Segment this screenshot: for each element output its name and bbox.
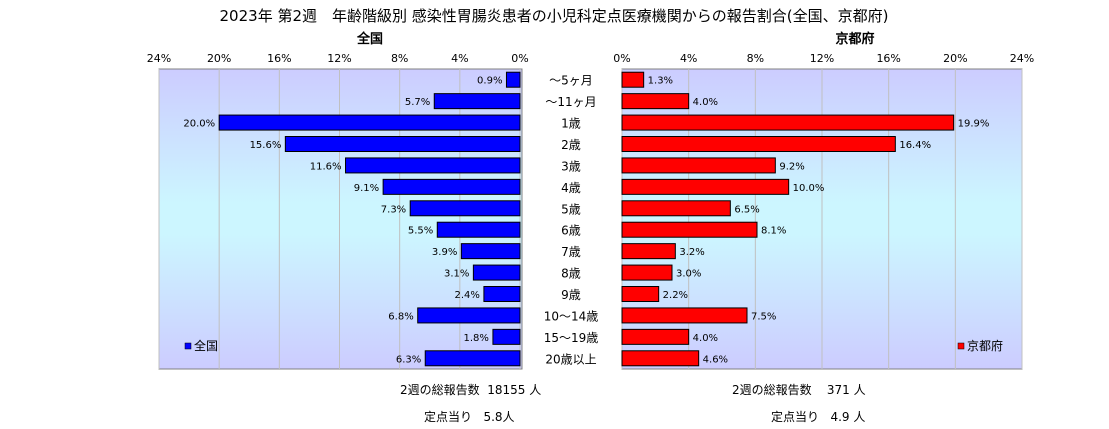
kyoto-bar bbox=[621, 114, 955, 131]
category-label: 6歳 bbox=[561, 224, 581, 238]
category-label: 15〜19歳 bbox=[544, 331, 599, 345]
kyoto-bar bbox=[621, 243, 676, 260]
national-bar bbox=[284, 136, 521, 152]
national-bar bbox=[409, 200, 521, 217]
kyoto-value-label: 3.0% bbox=[676, 269, 701, 280]
kyoto-tick-label: 24% bbox=[1010, 52, 1034, 65]
national-value-label: 6.8% bbox=[388, 311, 413, 322]
national-value-label: 1.8% bbox=[464, 333, 489, 344]
kyoto-value-label: 4.0% bbox=[693, 97, 718, 108]
kyoto-tick-label: 16% bbox=[876, 52, 900, 65]
kyoto-value-label: 16.4% bbox=[899, 140, 931, 151]
kyoto-panel-header: 京都府 bbox=[835, 31, 874, 47]
kyoto-bar bbox=[621, 307, 748, 324]
category-label: 2歳 bbox=[561, 138, 581, 152]
national-bar bbox=[433, 93, 521, 110]
category-label: 〜11ヶ月 bbox=[545, 95, 596, 109]
chart-title: 2023年 第2週 年齢階級別 感染性胃腸炎患者の小児科定点医療機関からの報告割… bbox=[220, 7, 889, 25]
kyoto-bar bbox=[621, 178, 790, 195]
category-label: 3歳 bbox=[561, 159, 581, 173]
national-tick-label: 12% bbox=[327, 52, 351, 65]
category-label: 10〜14歳 bbox=[544, 309, 599, 323]
kyoto-per-point: 定点当り 4.9 人 bbox=[771, 410, 866, 424]
kyoto-value-label: 3.2% bbox=[679, 247, 704, 258]
kyoto-value-label: 7.5% bbox=[751, 311, 776, 322]
national-value-label: 0.9% bbox=[477, 76, 502, 87]
kyoto-value-label: 4.6% bbox=[703, 354, 728, 365]
national-legend-swatch bbox=[184, 342, 192, 350]
national-per-point: 定点当り 5.8人 bbox=[424, 410, 515, 424]
national-bar bbox=[472, 264, 521, 281]
kyoto-value-label: 2.2% bbox=[663, 290, 688, 301]
national-tick-label: 0% bbox=[511, 52, 528, 65]
national-tick-label: 8% bbox=[391, 52, 408, 65]
national-bar bbox=[417, 307, 521, 324]
national-tick-label: 20% bbox=[207, 52, 231, 65]
national-value-label: 5.5% bbox=[408, 226, 433, 237]
category-label: 20歳以上 bbox=[545, 352, 596, 366]
national-bar bbox=[492, 328, 521, 345]
national-value-label: 9.1% bbox=[354, 183, 379, 194]
kyoto-value-label: 1.3% bbox=[648, 76, 673, 87]
kyoto-bar bbox=[621, 93, 690, 110]
kyoto-bar bbox=[621, 350, 700, 367]
kyoto-value-label: 9.2% bbox=[779, 161, 804, 172]
national-bar bbox=[483, 286, 521, 302]
national-tick-label: 16% bbox=[267, 52, 291, 65]
national-bar bbox=[436, 221, 521, 238]
kyoto-bar bbox=[621, 221, 758, 238]
national-bar bbox=[382, 178, 521, 195]
national-bar bbox=[424, 350, 521, 367]
national-tick-label: 4% bbox=[451, 52, 468, 65]
kyoto-value-label: 8.1% bbox=[761, 226, 786, 237]
category-label: 4歳 bbox=[561, 181, 581, 195]
national-value-label: 6.3% bbox=[396, 354, 421, 365]
national-value-label: 2.4% bbox=[454, 290, 479, 301]
national-value-label: 11.6% bbox=[310, 161, 342, 172]
kyoto-bar bbox=[621, 157, 776, 174]
national-bar bbox=[460, 243, 521, 260]
category-label: 8歳 bbox=[561, 267, 581, 281]
kyoto-value-label: 10.0% bbox=[793, 183, 825, 194]
national-value-label: 3.1% bbox=[444, 269, 469, 280]
kyoto-bar bbox=[621, 136, 896, 152]
national-value-label: 7.3% bbox=[381, 204, 406, 215]
national-value-label: 3.9% bbox=[432, 247, 457, 258]
kyoto-value-label: 19.9% bbox=[958, 119, 990, 130]
national-legend-label: 全国 bbox=[194, 338, 218, 353]
kyoto-bar bbox=[621, 264, 673, 281]
kyoto-value-label: 6.5% bbox=[734, 204, 759, 215]
national-value-label: 5.7% bbox=[405, 97, 430, 108]
national-tick-label: 24% bbox=[147, 52, 171, 65]
national-total-reports: 2週の総報告数 18155 人 bbox=[400, 383, 542, 397]
kyoto-value-label: 4.0% bbox=[693, 333, 718, 344]
kyoto-legend-label: 京都府 bbox=[967, 338, 1003, 353]
national-plot-area bbox=[158, 68, 523, 370]
kyoto-tick-label: 8% bbox=[747, 52, 764, 65]
national-bar bbox=[345, 157, 521, 174]
kyoto-tick-label: 20% bbox=[943, 52, 967, 65]
category-label: 7歳 bbox=[561, 245, 581, 259]
kyoto-tick-label: 0% bbox=[613, 52, 630, 65]
national-bar bbox=[505, 71, 521, 88]
kyoto-bar bbox=[621, 200, 731, 217]
category-label: 9歳 bbox=[561, 288, 581, 302]
kyoto-legend-swatch bbox=[957, 342, 965, 350]
category-label: 〜5ヶ月 bbox=[549, 74, 593, 88]
category-label: 5歳 bbox=[561, 202, 581, 216]
kyoto-bar bbox=[621, 71, 645, 88]
national-value-label: 15.6% bbox=[250, 140, 282, 151]
kyoto-tick-label: 4% bbox=[680, 52, 697, 65]
national-value-label: 20.0% bbox=[183, 119, 215, 130]
category-label: 1歳 bbox=[561, 117, 581, 131]
kyoto-total-reports: 2週の総報告数 371 人 bbox=[732, 383, 866, 397]
national-panel-header: 全国 bbox=[356, 31, 383, 47]
kyoto-bar bbox=[621, 286, 660, 302]
kyoto-bar bbox=[621, 328, 690, 345]
kyoto-tick-label: 12% bbox=[810, 52, 834, 65]
national-bar bbox=[218, 114, 521, 131]
